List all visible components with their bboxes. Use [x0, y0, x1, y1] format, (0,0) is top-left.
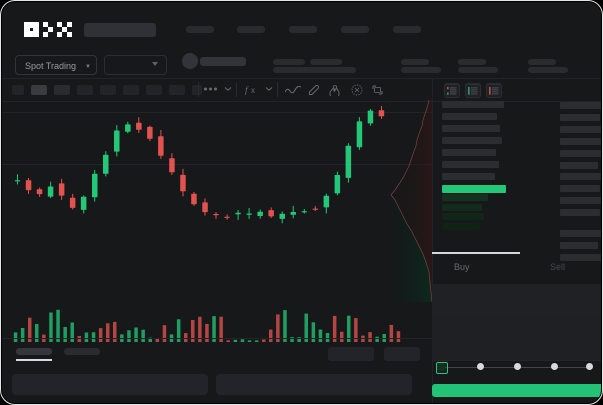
svg-text:x: x [251, 86, 255, 95]
svg-text:f: f [245, 85, 249, 95]
